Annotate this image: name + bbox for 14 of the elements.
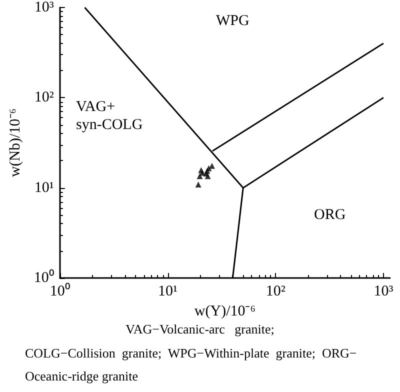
annotation: VAG+ syn-COLG	[76, 99, 143, 133]
text: COLG−Collision granite; WPG−Within-plate granite; ORG−	[25, 346, 357, 360]
y-tick-label: 10²	[34, 90, 54, 106]
x-tick-label: 10²	[266, 284, 286, 300]
y-axis-title: w(Nb)/10⁻⁶	[8, 108, 24, 178]
x-tick-label: 10¹	[158, 284, 178, 300]
y-tick-label: 10³	[34, 0, 54, 16]
annotation: ORG	[314, 207, 346, 223]
text: VAG−Volcanic-arc granite;	[126, 322, 274, 336]
annotation: WPG	[216, 13, 250, 29]
x-tick-label: 10³	[374, 284, 394, 300]
y-tick-label: 10¹	[34, 180, 54, 196]
x-axis-title: w(Y)/10⁻⁶	[194, 303, 256, 320]
text: Oceanic-ridge granite	[25, 368, 138, 384]
